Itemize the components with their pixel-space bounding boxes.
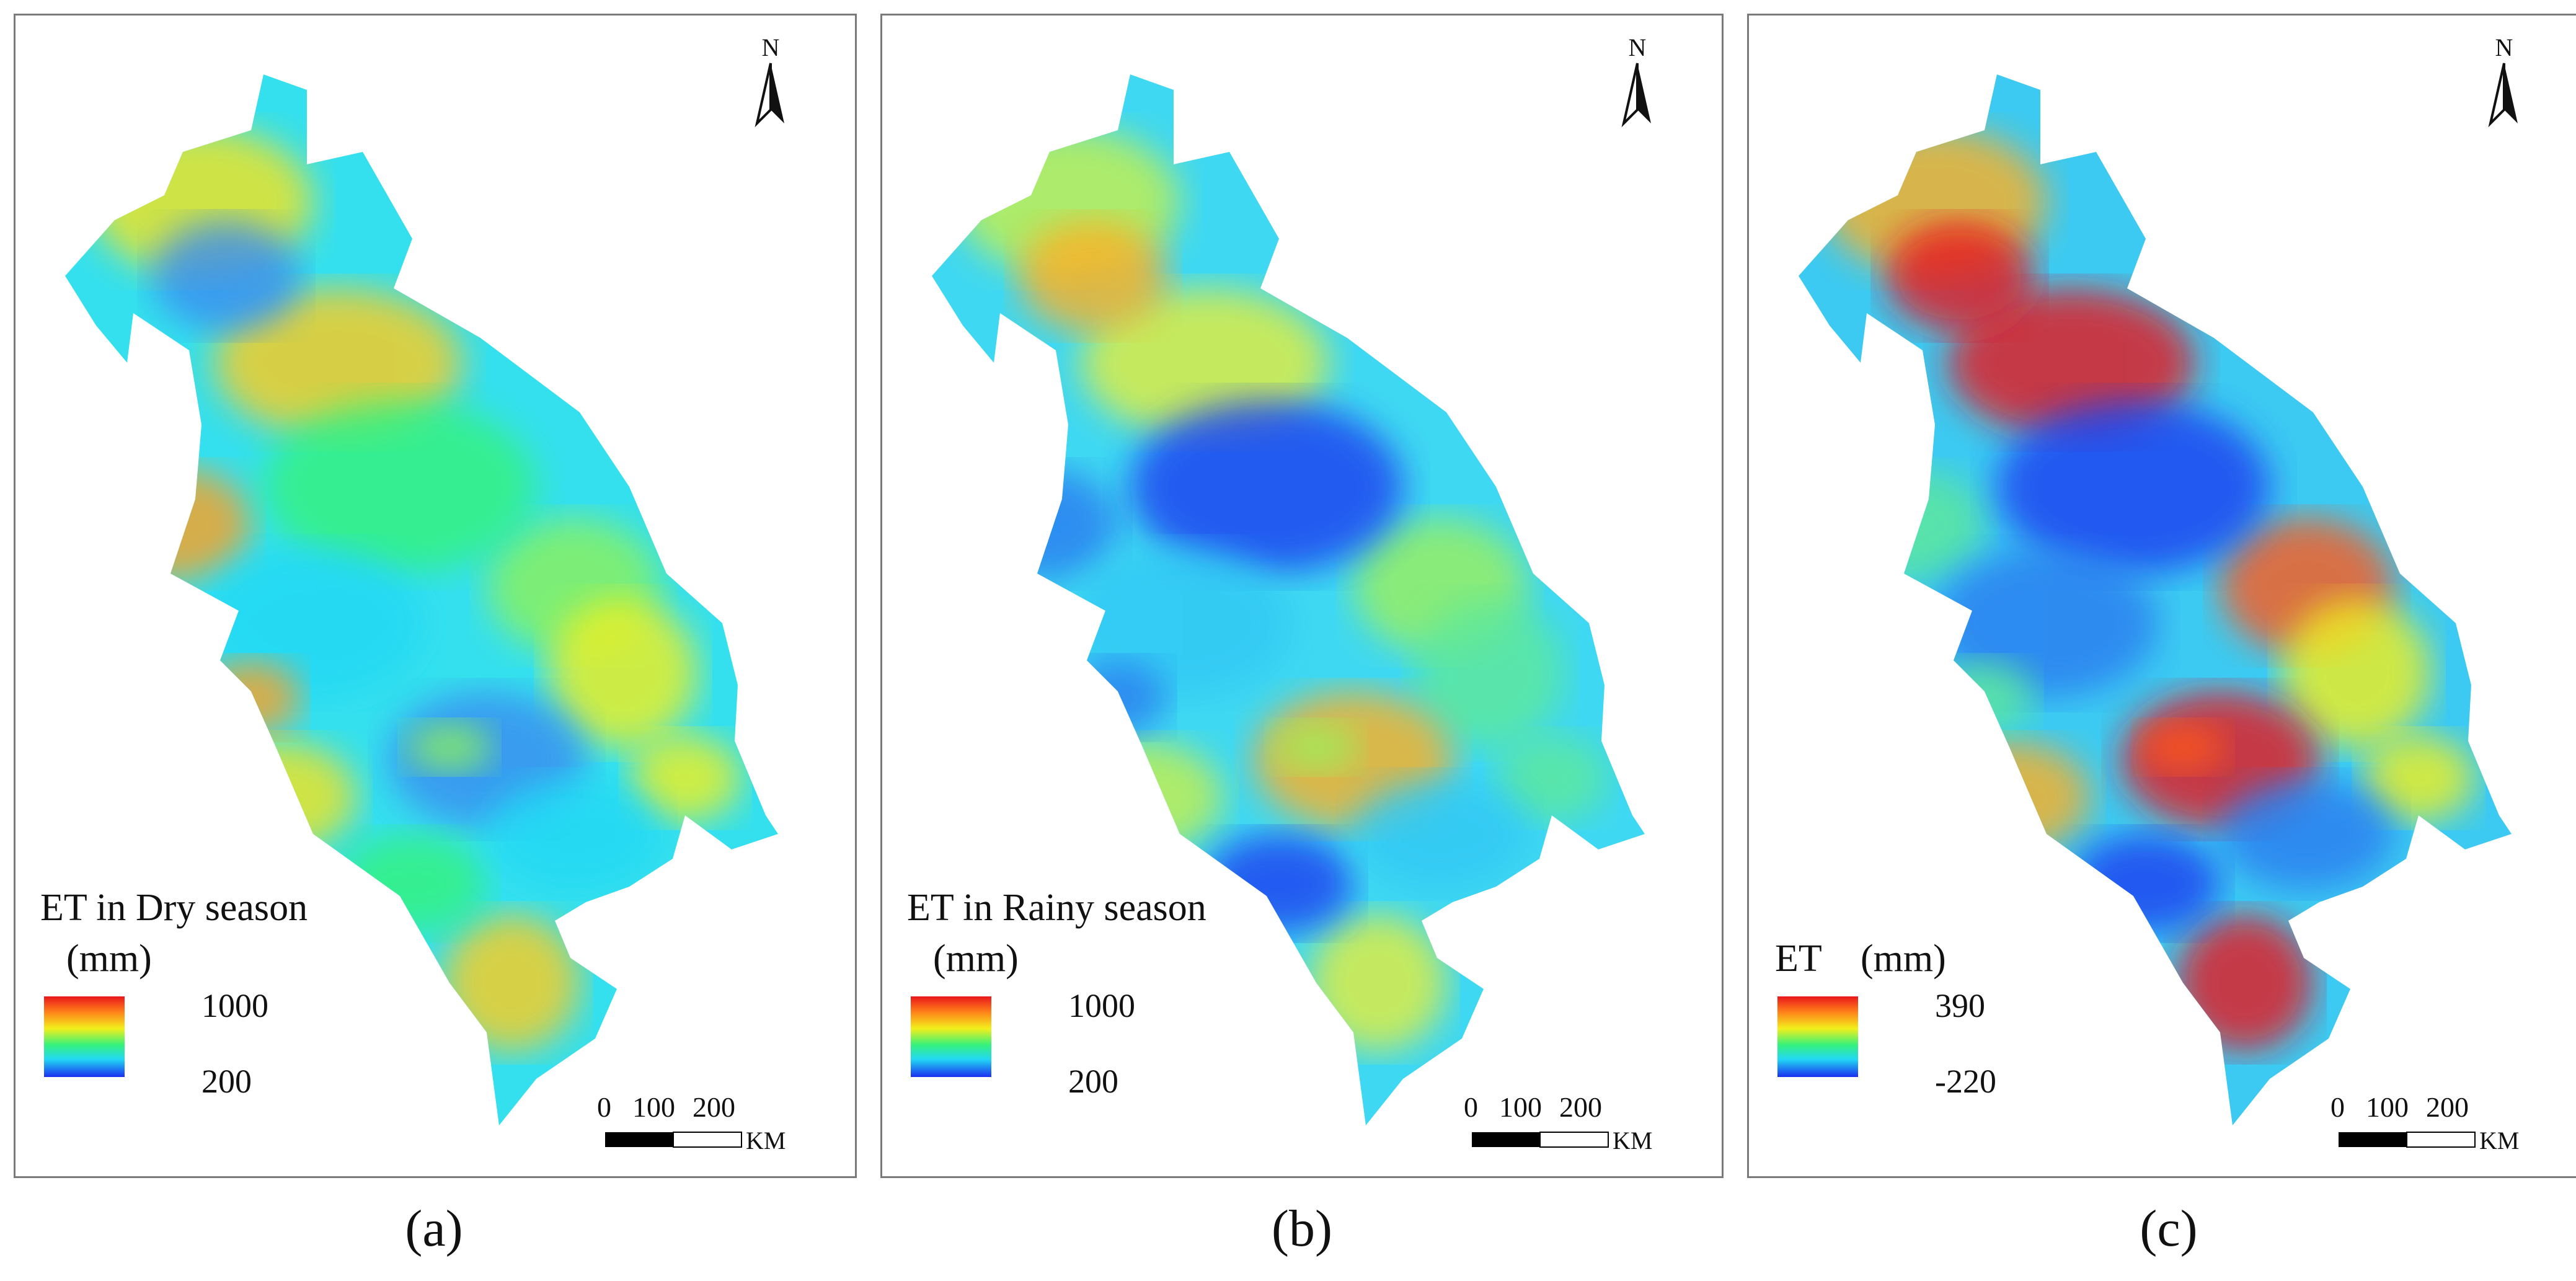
scale-bar-ticks: 0 100 200 [2330, 1093, 2469, 1122]
et-patch [2071, 834, 2220, 933]
et-patch [201, 660, 301, 735]
et-map-b [932, 74, 1645, 1125]
et-patch [406, 722, 493, 772]
scale-tick-200: 200 [693, 1091, 735, 1123]
et-patch [2140, 722, 2226, 772]
et-patch [1836, 468, 1985, 580]
scale-bar-ticks: 0 100 200 [597, 1093, 735, 1122]
legend-unit: (mm) [66, 937, 152, 980]
panel-caption-c: (c) [2140, 1200, 2198, 1257]
legend-min-label: -220 [1935, 1063, 1996, 1100]
north-arrow-icon [1621, 63, 1651, 128]
et-patch [549, 598, 697, 747]
et-patch [2282, 598, 2431, 747]
legend-max-label: 1000 [1068, 987, 1135, 1024]
north-arrow-icon [755, 63, 784, 128]
et-patch [1310, 915, 1446, 1051]
map-panel-c: N ET (mm) 390 -220 0 100 200 KM [1747, 14, 2576, 1178]
map-panel-b: N ET in Rainy season (mm) 1000 200 0 100 2… [880, 14, 1724, 1178]
et-patch [152, 220, 301, 332]
scale-bar [605, 1132, 742, 1148]
et-patch [1273, 722, 1360, 772]
legend-unit: (mm) [1861, 937, 1946, 980]
scale-tick-200: 200 [1559, 1091, 1602, 1123]
et-patches [90, 127, 741, 1051]
panel-caption-a: (a) [405, 1200, 463, 1257]
et-patch [1353, 778, 1527, 890]
et-map-a [65, 74, 778, 1125]
scale-tick-0: 0 [2330, 1091, 2345, 1123]
north-arrow: N [2479, 35, 2529, 128]
scale-unit: KM [746, 1127, 786, 1155]
legend-min-label: 200 [201, 1063, 252, 1100]
et-patch [1496, 735, 1608, 822]
legend-max-label: 390 [1935, 987, 1985, 1024]
scale-tick-100: 100 [1499, 1091, 1542, 1123]
north-letter: N [1628, 33, 1647, 61]
scale-bar [1472, 1132, 1609, 1148]
et-patch [487, 778, 660, 890]
et-patch [443, 915, 580, 1051]
legend-title: ET [1775, 937, 1822, 980]
et-patch [338, 834, 487, 933]
legend-unit: (mm) [933, 937, 1019, 980]
legend-title: ET in Dry season [40, 887, 308, 929]
panel-caption-b: (b) [1272, 1200, 1332, 1257]
scale-unit: KM [2479, 1127, 2520, 1155]
north-arrow: N [1613, 35, 1662, 128]
scale-tick-100: 100 [2366, 1091, 2409, 1123]
et-patch [1885, 220, 2034, 332]
scale-bar-ticks: 0 100 200 [1464, 1093, 1602, 1122]
et-map-c [1799, 74, 2512, 1125]
et-patch [195, 741, 356, 853]
legend-title: ET in Rainy season [907, 887, 1206, 929]
legend-color-ramp [911, 996, 991, 1077]
et-patch [2363, 735, 2474, 822]
map-panel-a: N ET in Dry season (mm) 1000 200 0 100 200… [14, 14, 857, 1178]
et-patch [1929, 741, 2090, 853]
et-patch [1130, 400, 1403, 574]
legend-color-ramp [1777, 996, 1858, 1077]
et-patch [2177, 915, 2313, 1051]
et-patch [102, 468, 251, 580]
et-patch [1068, 660, 1167, 735]
et-patch [1415, 598, 1564, 747]
et-patch [1935, 660, 2034, 735]
et-patch [1019, 220, 1167, 332]
et-patch [263, 400, 536, 574]
scale-tick-200: 200 [2426, 1091, 2469, 1123]
et-patch [1935, 549, 2158, 698]
et-patch [1062, 741, 1223, 853]
et-patch [201, 549, 425, 698]
legend-min-label: 200 [1068, 1063, 1118, 1100]
scale-bar [2339, 1132, 2476, 1148]
scale-tick-100: 100 [632, 1091, 675, 1123]
legend-color-ramp [44, 996, 125, 1077]
north-arrow-icon [2488, 63, 2518, 128]
et-patch [969, 468, 1118, 580]
et-patch [1205, 834, 1353, 933]
et-patch [629, 735, 741, 822]
et-patch [2220, 778, 2394, 890]
legend-max-label: 1000 [201, 987, 268, 1024]
et-patch [1997, 400, 2270, 574]
scale-tick-0: 0 [597, 1091, 611, 1123]
north-arrow: N [746, 35, 795, 128]
scale-tick-0: 0 [1464, 1091, 1478, 1123]
scale-unit: KM [1613, 1127, 1653, 1155]
et-patch [1068, 549, 1291, 698]
north-letter: N [2495, 33, 2513, 61]
north-letter: N [761, 33, 780, 61]
